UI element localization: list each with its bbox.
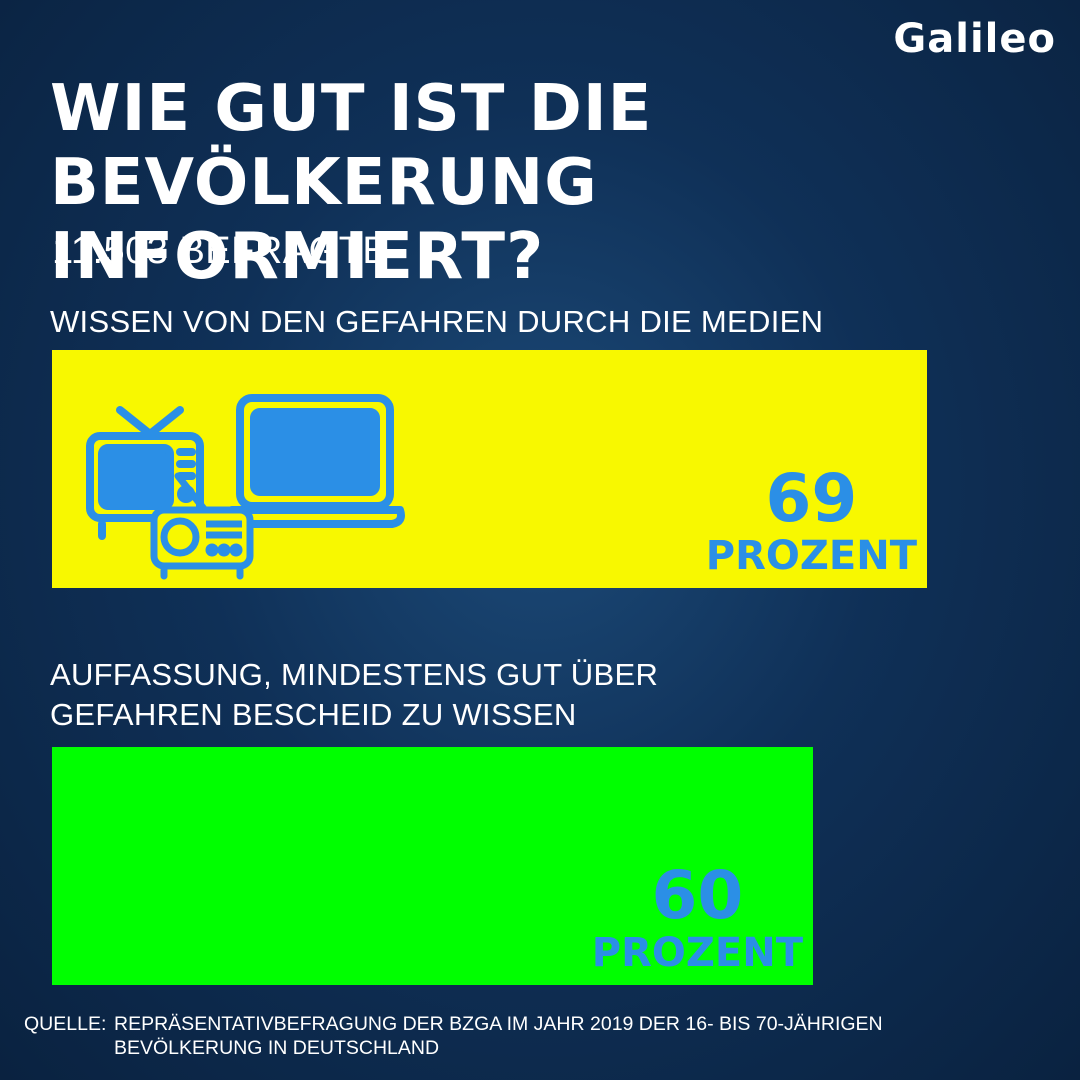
page-title: WIE GUT IST DIE BEVÖLKERUNG INFORMIERT? bbox=[50, 72, 1060, 294]
title-line-2: BEVÖLKERUNG INFORMIERT? bbox=[50, 146, 598, 294]
bar-media-knowledge: 69 PROZENT bbox=[52, 350, 927, 588]
bar-1-value: 69 PROZENT bbox=[705, 460, 917, 579]
bar-1-label: WISSEN VON DEN GEFAHREN DURCH DIE MEDIEN bbox=[50, 304, 824, 339]
source-line-2: BEVÖLKERUNG IN DEUTSCHLAND bbox=[114, 1037, 440, 1059]
title-line-1: WIE GUT IST DIE bbox=[50, 72, 653, 146]
media-icons bbox=[86, 394, 405, 580]
source-note: QUELLE: REPRÄSENTATIVBEFRAGUNG DER BZGA I… bbox=[24, 1012, 1064, 1060]
radio-icon bbox=[150, 472, 254, 580]
bar-2-label: AUFFASSUNG, MINDESTENS GUT ÜBER GEFAHREN… bbox=[50, 655, 658, 735]
bar-1-value-unit: PROZENT bbox=[705, 533, 917, 579]
respondents-count: 11.503 BEFRAGTE bbox=[52, 230, 389, 272]
source-label: QUELLE: bbox=[24, 1013, 107, 1035]
laptop-icon bbox=[225, 394, 405, 528]
bar-1-value-number: 69 bbox=[765, 460, 858, 537]
bar-2-label-line-2: GEFAHREN BESCHEID ZU WISSEN bbox=[50, 697, 577, 732]
bar-2-value-number: 60 bbox=[651, 857, 744, 934]
bar-2-value: 60 PROZENT bbox=[591, 857, 803, 976]
source-line-1: REPRÄSENTATIVBEFRAGUNG DER BZGA IM JAHR … bbox=[114, 1013, 883, 1035]
bar-self-assessment: 60 PROZENT bbox=[52, 747, 813, 985]
galileo-logo: Galileo bbox=[893, 16, 1056, 62]
bar-2-label-line-1: AUFFASSUNG, MINDESTENS GUT ÜBER bbox=[50, 657, 659, 692]
bar-2-value-unit: PROZENT bbox=[591, 930, 803, 976]
